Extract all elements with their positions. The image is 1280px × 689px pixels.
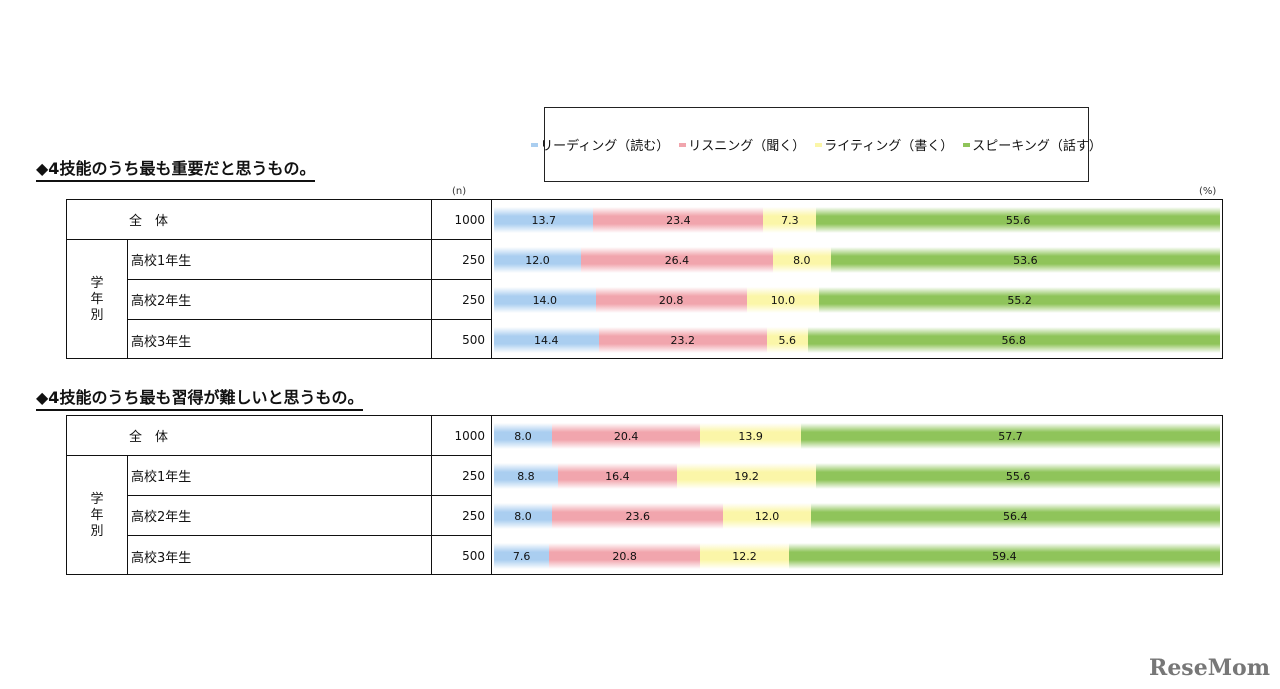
bar-row: 8.0 20.4 13.9 57.7	[492, 416, 1222, 456]
chart-legend: リーディング（読む） リスニング（聞く） ライティング（書く） スピーキング（話す）	[531, 107, 1102, 182]
bar-row: 14.4 23.2 5.6 56.8	[492, 320, 1222, 360]
bar-segment: 20.8	[549, 543, 701, 569]
group-label: 学年別	[67, 456, 127, 576]
group-divider	[127, 240, 128, 358]
bar-segment: 14.4	[494, 327, 599, 353]
bar-segment: 56.8	[807, 327, 1220, 353]
category-label: 高校3年生	[131, 550, 192, 566]
stacked-bar-chart: 13.7 23.4 7.3 55.6 12.0 26.4 8.0 53.6 14.0 20.8 10…	[492, 199, 1223, 359]
bar-segment: 56.4	[810, 503, 1220, 529]
legend-label: リーディング（読む）	[540, 139, 670, 154]
bar-segment: 7.6	[494, 543, 550, 569]
bar-segment: 13.7	[494, 207, 594, 233]
legend-label: ライティング（書く）	[824, 139, 954, 154]
group-label-char: 学	[90, 276, 104, 291]
bar-segment: 55.6	[816, 463, 1220, 489]
bar-segment: 8.0	[494, 503, 553, 529]
bar-segment: 10.0	[746, 287, 820, 313]
bar-segment: 13.9	[700, 423, 802, 449]
sample-size: 500	[462, 333, 485, 347]
category-label: 高校1年生	[131, 254, 192, 269]
group-divider	[127, 456, 128, 574]
group-label-char: 別	[90, 308, 104, 323]
bar-segment: 20.8	[595, 287, 747, 313]
legend-swatch	[531, 142, 539, 147]
table-row: 高校1年生 250	[127, 456, 491, 496]
group-label-char: 年	[90, 292, 104, 307]
bar-row: 8.8 16.4 19.2 55.6	[492, 456, 1222, 496]
sample-size: 1000	[454, 212, 485, 227]
unit-pct-label-1: (%)	[1199, 186, 1217, 197]
bar-segment: 23.6	[552, 503, 724, 529]
category-label: 全 体	[129, 430, 169, 445]
category-label: 高校2年生	[131, 294, 192, 309]
sample-size: 500	[462, 549, 485, 563]
legend-label: スピーキング（話す）	[972, 139, 1102, 154]
bar-segment: 8.0	[494, 423, 553, 449]
category-table: 全 体 1000 高校1年生 250 高校2年生 250 高校3年生 500 学年別	[66, 415, 492, 575]
legend-item: リーディング（読む）	[531, 135, 669, 154]
sample-size: 250	[462, 292, 485, 307]
bar-segment: 19.2	[676, 463, 817, 489]
bar-row: 7.6 20.8 12.2 59.4	[492, 536, 1222, 576]
legend-swatch	[815, 142, 823, 147]
resemom-logo: ReseMom	[1149, 655, 1270, 681]
table-row: 高校2年生 250	[127, 496, 491, 536]
bar-segment: 8.0	[772, 247, 831, 273]
category-label: 全 体	[129, 214, 169, 229]
category-label: 高校1年生	[131, 470, 192, 485]
table-row: 高校1年生 250	[127, 240, 491, 280]
sample-size: 250	[462, 508, 485, 523]
legend-swatch	[963, 142, 971, 147]
legend-item: スピーキング（話す）	[963, 135, 1102, 154]
legend-label: リスニング（聞く）	[688, 139, 806, 154]
group-label-char: 学	[90, 492, 104, 507]
bar-segment: 8.8	[494, 463, 558, 489]
table-row: 全 体 1000	[67, 200, 491, 240]
group-label-char: 別	[90, 524, 104, 539]
bar-segment: 57.7	[801, 423, 1220, 449]
bar-segment: 7.3	[763, 207, 817, 233]
sample-size: 250	[462, 468, 485, 483]
bar-segment: 23.4	[593, 207, 764, 233]
bar-row: 13.7 23.4 7.3 55.6	[492, 200, 1222, 240]
bar-segment: 16.4	[557, 463, 677, 489]
group-label-char: 年	[90, 508, 104, 523]
bar-segment: 12.2	[700, 543, 789, 569]
bar-segment: 23.2	[598, 327, 767, 353]
bar-segment: 26.4	[581, 247, 773, 273]
sample-size: 1000	[454, 428, 485, 443]
bar-segment: 12.0	[494, 247, 582, 273]
chart-title-1: ◆4技能のうち最も重要だと思うもの。	[36, 155, 316, 182]
chart-title-2: ◆4技能のうち最も習得が難しいと思うもの。	[36, 384, 364, 411]
sample-size: 250	[462, 252, 485, 267]
category-label: 高校3年生	[131, 334, 192, 350]
group-label: 学年別	[67, 240, 127, 360]
bar-segment: 14.0	[494, 287, 596, 313]
bar-row: 12.0 26.4 8.0 53.6	[492, 240, 1222, 280]
stacked-bar-chart: 8.0 20.4 13.9 57.7 8.8 16.4 19.2 55.6 8.0 23.6 12.…	[492, 415, 1223, 575]
legend-swatch	[679, 142, 687, 147]
bar-segment: 55.2	[819, 287, 1220, 313]
legend-item: ライティング（書く）	[815, 135, 953, 154]
bar-segment: 20.4	[552, 423, 701, 449]
table-row: 高校3年生 500	[127, 536, 491, 576]
bar-segment: 5.6	[766, 327, 808, 353]
table-row: 全 体 1000	[67, 416, 491, 456]
bar-row: 8.0 23.6 12.0 56.4	[492, 496, 1222, 536]
bar-segment: 53.6	[830, 247, 1220, 273]
bar-segment: 59.4	[788, 543, 1220, 569]
legend-item: リスニング（聞く）	[679, 135, 805, 154]
bar-row: 14.0 20.8 10.0 55.2	[492, 280, 1222, 320]
bar-segment: 55.6	[816, 207, 1220, 233]
bar-segment: 12.0	[723, 503, 811, 529]
table-row: 高校2年生 250	[127, 280, 491, 320]
category-label: 高校2年生	[131, 510, 192, 525]
category-table: 全 体 1000 高校1年生 250 高校2年生 250 高校3年生 500 学年別	[66, 199, 492, 359]
table-row: 高校3年生 500	[127, 320, 491, 360]
unit-n-label-1: (n)	[452, 186, 467, 197]
